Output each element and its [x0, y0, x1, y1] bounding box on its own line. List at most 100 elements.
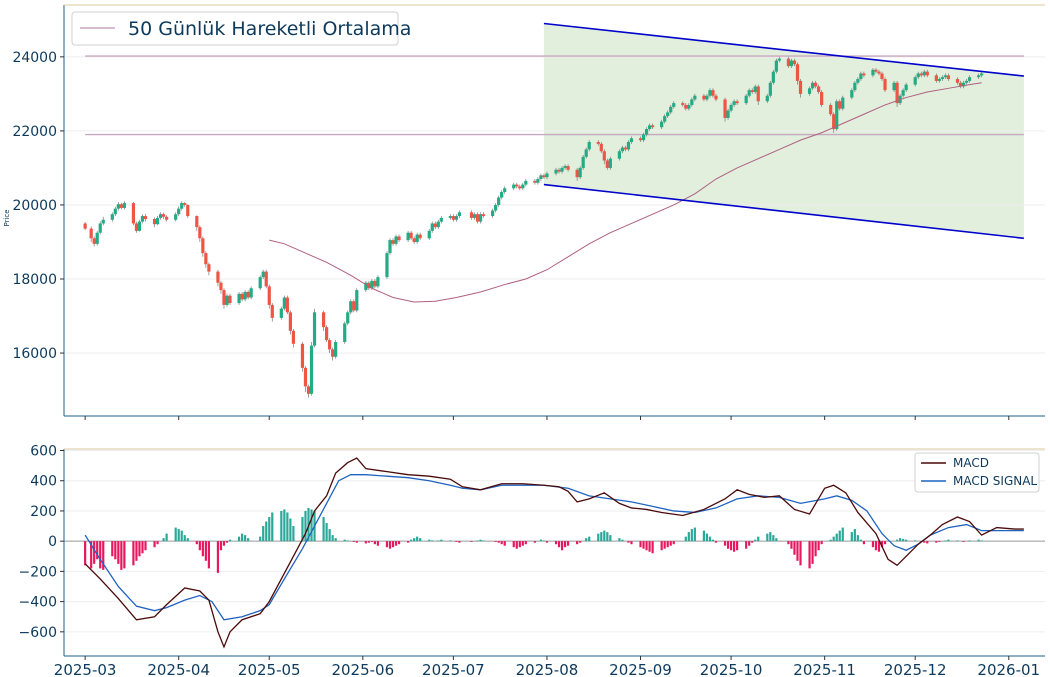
candle-body	[373, 280, 377, 287]
candle-body	[152, 219, 157, 225]
histogram-bar	[962, 541, 965, 542]
histogram-bar	[156, 541, 159, 545]
histogram-bar	[576, 541, 579, 545]
histogram-bar	[539, 539, 543, 542]
histogram-bar	[328, 529, 331, 542]
histogram-bar	[102, 541, 105, 570]
histogram-bar	[708, 536, 712, 542]
candle-body	[792, 60, 797, 65]
x-tick-label: 2025-06	[331, 661, 394, 677]
macd-grid	[64, 450, 1045, 633]
candle-body	[587, 142, 591, 150]
candle-body	[388, 240, 392, 254]
candle-body	[705, 95, 709, 100]
candle-body	[394, 236, 398, 244]
histogram-bar	[367, 541, 370, 543]
histogram-bar	[455, 541, 458, 542]
histogram-bar	[376, 541, 380, 546]
histogram-bar	[228, 539, 232, 542]
price-y-tick-label: 22000	[12, 124, 57, 140]
histogram-bar	[566, 541, 570, 546]
candle-body	[687, 104, 691, 109]
histogram-bar	[479, 539, 482, 542]
candle-body	[201, 238, 205, 254]
histogram-bar	[926, 541, 929, 544]
histogram-bar	[754, 539, 757, 542]
histogram-bar	[935, 541, 938, 543]
candle-body	[608, 158, 612, 168]
candle-body	[672, 103, 676, 107]
histogram-bar	[165, 533, 168, 542]
histogram-bar	[787, 541, 790, 545]
candle-body	[367, 282, 371, 289]
macd-line	[84, 457, 1024, 649]
candle-body	[397, 236, 401, 241]
histogram-bar	[407, 541, 410, 543]
macd-y-tick-label: 600	[30, 444, 57, 460]
histogram-bar	[144, 541, 147, 551]
candle-body	[644, 129, 649, 135]
price-legend-box	[71, 11, 399, 46]
candle-body	[641, 134, 646, 141]
histogram-bar	[500, 541, 503, 545]
candle-body	[629, 138, 634, 142]
histogram-bar	[606, 532, 609, 542]
histogram-bar	[503, 541, 506, 546]
histogram-bar	[775, 538, 778, 542]
histogram-bar	[373, 541, 377, 545]
candle-body	[563, 166, 567, 168]
histogram-bar	[470, 541, 473, 542]
candle-body	[240, 293, 244, 300]
candle-body	[669, 106, 673, 113]
histogram-bar	[542, 540, 546, 542]
histogram-bar	[494, 541, 497, 542]
candle-body	[134, 223, 139, 231]
histogram-bar	[247, 538, 250, 542]
histogram-bar	[702, 530, 706, 542]
candle-body	[500, 191, 504, 198]
candle-body	[334, 341, 338, 357]
channel-lower-line	[543, 183, 1024, 240]
histogram-bar	[237, 536, 241, 542]
candle-body	[765, 95, 769, 102]
histogram-bar	[880, 541, 884, 548]
histogram-bar	[766, 533, 769, 542]
candle-body	[285, 297, 289, 313]
histogram-bar	[796, 541, 799, 561]
histogram-bar	[769, 532, 772, 542]
macd-axes: −600 −400 −200 0 200 400 600 2025-03 2025-04 2025…	[19, 444, 1045, 677]
histogram-bar	[545, 541, 549, 543]
candle-body	[475, 214, 480, 222]
histogram-bar	[648, 541, 651, 552]
candle-body	[835, 101, 839, 130]
macd-legend-label: MACD	[953, 456, 989, 470]
candle-body	[303, 367, 308, 387]
histogram-bar	[841, 527, 844, 542]
candle-body	[472, 214, 477, 218]
candle-body	[267, 286, 271, 305]
candle-body	[494, 204, 498, 211]
candle-body	[279, 308, 283, 318]
candle-body	[249, 288, 253, 298]
histogram-bar	[111, 541, 114, 557]
macd-y-tick-label: −400	[19, 595, 57, 611]
price-y-tick-label: 20000	[12, 198, 57, 214]
candle-body	[542, 175, 546, 178]
candle-body	[309, 345, 314, 394]
histogram-bar	[938, 541, 941, 542]
histogram-bar	[135, 541, 138, 561]
candle-body	[270, 304, 274, 318]
histogram-bar	[195, 541, 198, 545]
histogram-bar	[515, 541, 518, 549]
histogram-bar	[968, 540, 971, 542]
histogram-bar	[177, 529, 180, 542]
candle-body	[829, 104, 833, 115]
candle-body	[807, 88, 812, 94]
candle-body	[862, 73, 866, 76]
histogram-bar	[757, 536, 760, 542]
candle-body	[469, 212, 474, 218]
histogram-bar	[651, 541, 654, 554]
candle-body	[777, 58, 781, 61]
macd-histogram	[84, 507, 983, 573]
histogram-bar	[364, 541, 367, 544]
